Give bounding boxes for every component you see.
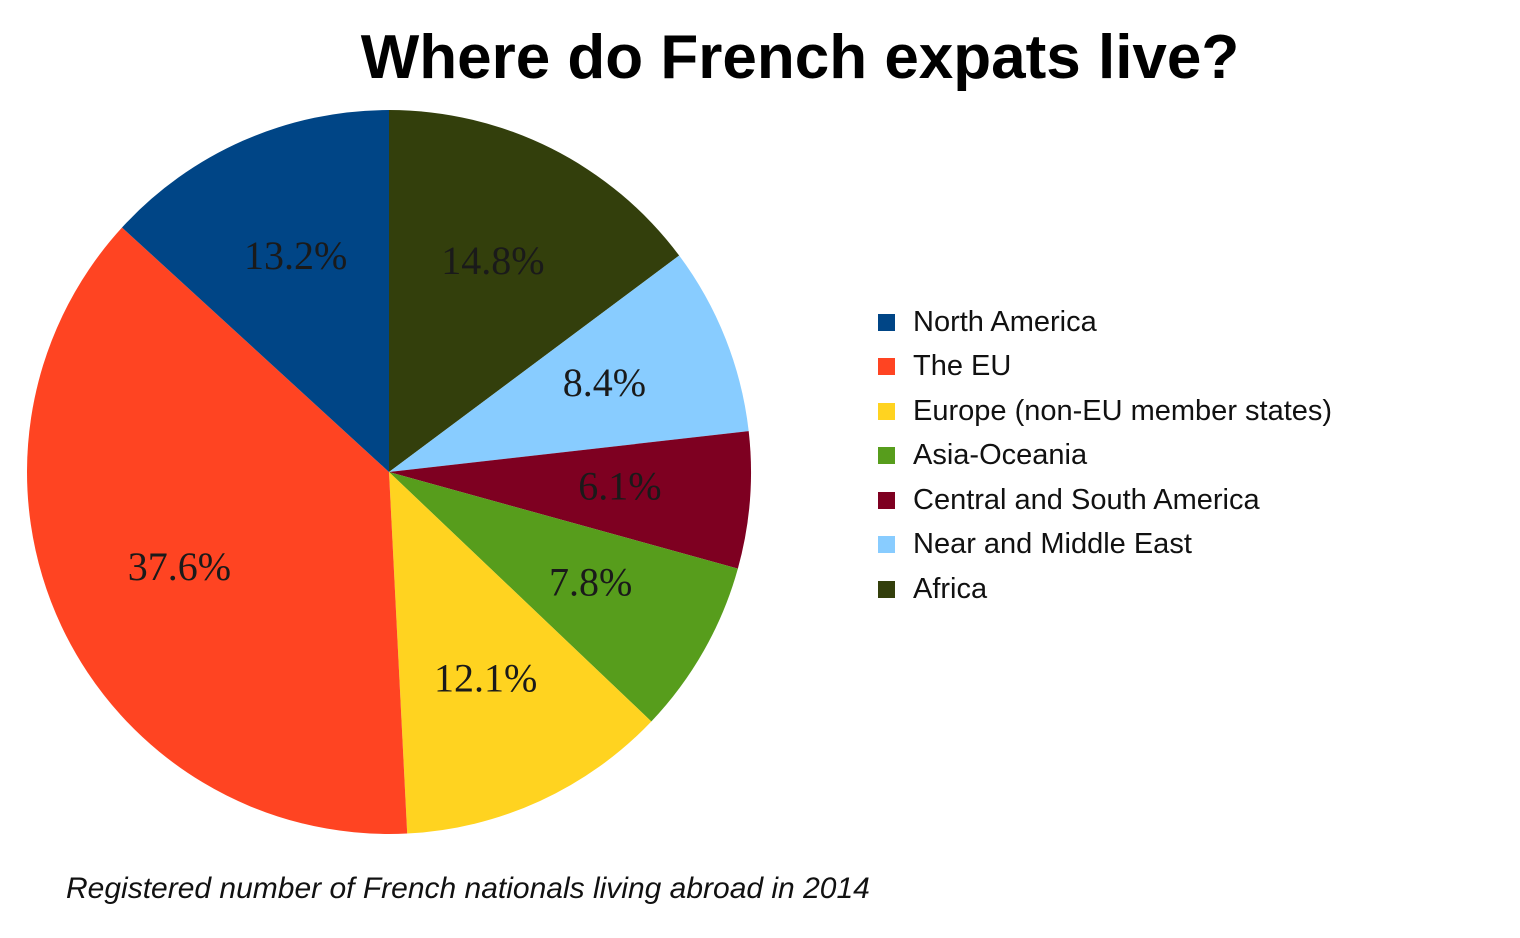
legend-label: Europe (non-EU member states) xyxy=(913,394,1333,427)
pie-slice-africa xyxy=(389,110,680,472)
legend: North America The EU Europe (non-EU member… xyxy=(878,300,1332,612)
slice-value-label: 7.8% xyxy=(549,559,632,604)
legend-item: North America xyxy=(878,300,1332,345)
legend-swatch xyxy=(878,580,895,598)
pie-slices xyxy=(26,110,751,834)
legend-label: The EU xyxy=(913,350,1012,383)
legend-label: Central and South America xyxy=(913,483,1260,516)
pie-slice-the-eu xyxy=(26,227,408,834)
legend-label: North America xyxy=(913,305,1097,338)
legend-swatch xyxy=(878,447,895,465)
legend-item: Europe (non-EU member states) xyxy=(878,389,1332,434)
slice-value-label: 12.1% xyxy=(434,656,537,701)
pie-value-labels: 14.8% 8.4% 6.1% 7.8% 12.1% 37.6% 13.2% xyxy=(128,233,662,701)
legend-item: The EU xyxy=(878,345,1332,390)
legend-item: Near and Middle East xyxy=(878,523,1332,568)
pie-slice-near-and-middle-east xyxy=(389,255,749,472)
legend-item: Asia-Oceania xyxy=(878,434,1332,479)
chart-title: Where do French expats live? xyxy=(360,23,1240,92)
legend-label: Near and Middle East xyxy=(913,528,1192,561)
pie-slice-north-america xyxy=(122,110,389,472)
legend-swatch xyxy=(878,491,895,509)
pie-slice-central-and-south-america xyxy=(389,431,751,569)
legend-item: Central and South America xyxy=(878,478,1332,523)
slice-value-label: 8.4% xyxy=(563,360,646,405)
legend-swatch xyxy=(878,313,895,331)
legend-label: Asia-Oceania xyxy=(913,439,1088,472)
legend-swatch xyxy=(878,358,895,376)
legend-label: Africa xyxy=(913,572,988,605)
legend-swatch xyxy=(878,536,895,554)
slice-value-label: 14.8% xyxy=(441,238,544,283)
slice-value-label: 37.6% xyxy=(128,544,231,589)
slice-value-label: 6.1% xyxy=(578,463,661,508)
pie-slice-asia-oceania xyxy=(389,472,738,722)
pie-slice-europe-non-eu-member-states xyxy=(389,472,652,834)
slice-value-label: 13.2% xyxy=(244,233,347,278)
chart-caption: Registered number of French nationals li… xyxy=(66,872,870,905)
legend-item: Africa xyxy=(878,567,1332,612)
legend-swatch xyxy=(878,402,895,420)
